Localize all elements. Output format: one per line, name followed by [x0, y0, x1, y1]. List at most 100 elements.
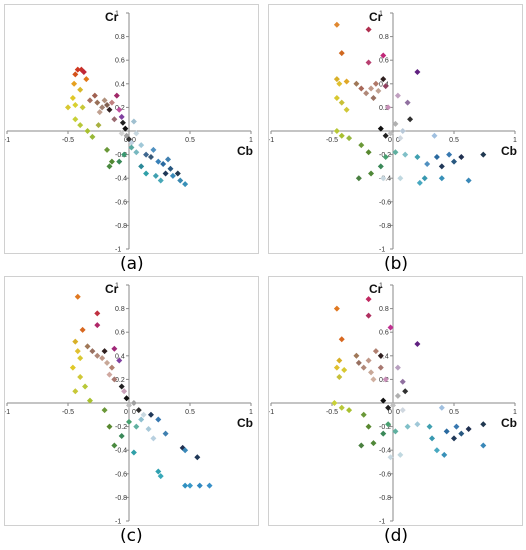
data-point [333, 305, 340, 312]
data-point [387, 324, 394, 331]
y-tick-label: 0.2 [115, 377, 125, 384]
data-point [86, 97, 93, 104]
y-tick-label: 0.8 [115, 34, 125, 41]
data-point [99, 104, 106, 111]
data-point [135, 407, 142, 414]
data-point [380, 76, 387, 83]
data-point [353, 80, 360, 87]
data-point [416, 179, 423, 186]
data-point [429, 435, 436, 442]
data-point [130, 400, 137, 406]
data-point [65, 104, 71, 111]
data-point [143, 170, 150, 177]
scatter-plot-b: -1-0.500.5110.80.60.40.20-0.2-0.4-0.6-0.… [269, 10, 517, 254]
data-point [77, 374, 84, 381]
data-point [433, 447, 440, 454]
data-point [358, 142, 365, 149]
y-tick-label: -1 [379, 247, 385, 254]
data-point [360, 411, 367, 418]
data-point [106, 423, 113, 430]
y-tick-label: -0.4 [115, 176, 127, 183]
data-point [397, 135, 404, 142]
y-tick-label: -0.6 [115, 199, 127, 206]
data-point [402, 151, 409, 158]
data-point [104, 102, 111, 109]
y-tick-label: 0 [396, 137, 400, 144]
x-tick-label: 0.5 [185, 409, 195, 416]
data-point [143, 151, 150, 158]
x-tick-label: 0 [388, 137, 392, 144]
data-point [392, 120, 399, 127]
data-point [77, 86, 84, 93]
x-tick-label: 0 [124, 137, 128, 144]
data-point [358, 85, 365, 92]
data-point [89, 348, 96, 355]
data-point [380, 175, 387, 182]
data-point [480, 442, 487, 449]
data-point [155, 468, 162, 475]
data-point [147, 411, 154, 418]
data-point [453, 423, 460, 430]
data-point [138, 416, 145, 423]
data-point [421, 175, 428, 182]
data-point [133, 423, 140, 430]
data-point [96, 109, 103, 116]
data-point [365, 423, 372, 430]
scatter-panel-b: -1-0.500.5110.80.60.40.20-0.2-0.4-0.6-0.… [268, 4, 523, 254]
data-point [338, 336, 345, 343]
y-tick-label: 0.4 [379, 353, 389, 360]
data-point [370, 440, 377, 447]
data-point [69, 94, 76, 101]
x-tick-label: -1 [269, 137, 274, 144]
panel-caption-a: (a) [120, 254, 144, 274]
panel-caption-b: (b) [384, 254, 409, 274]
data-point [83, 76, 90, 83]
data-point [355, 359, 362, 366]
data-point [206, 482, 213, 489]
data-point [458, 153, 465, 160]
y-tick-label: -1 [115, 247, 121, 254]
data-point [382, 132, 389, 139]
data-point [465, 177, 472, 184]
data-point [133, 130, 140, 137]
data-point [370, 376, 377, 383]
data-point [380, 430, 387, 437]
y-tick-label: 0.6 [379, 58, 389, 65]
data-point [380, 397, 387, 404]
y-tick-label: -0.2 [115, 424, 127, 431]
data-point [72, 338, 79, 345]
data-point [74, 293, 81, 300]
data-point [106, 163, 113, 170]
data-point [431, 132, 438, 139]
y-tick-label: 0.4 [115, 353, 125, 360]
y-tick-label: -1 [379, 519, 385, 526]
data-point [426, 423, 433, 430]
data-point [365, 357, 372, 364]
data-point [336, 357, 343, 364]
data-point [392, 428, 399, 435]
data-point [138, 142, 145, 149]
data-point [358, 442, 365, 449]
panel-caption-d: (d) [384, 526, 409, 546]
data-point [363, 90, 370, 97]
data-point [104, 359, 111, 366]
x-axis-title: Cb [237, 416, 253, 430]
y-tick-label: 0.8 [379, 306, 389, 313]
data-point [446, 151, 453, 158]
data-point [333, 94, 340, 101]
data-point [333, 364, 340, 371]
panel-caption-c: (c) [120, 526, 143, 546]
data-point [118, 433, 125, 440]
x-tick-label: 1 [249, 409, 253, 416]
data-point [333, 76, 340, 83]
y-tick-label: 0.4 [115, 81, 125, 88]
data-point [108, 364, 115, 371]
scatter-plot-a: -1-0.500.5110.80.60.40.20-0.2-0.4-0.6-0.… [5, 10, 253, 254]
data-point [116, 158, 123, 165]
data-point [138, 163, 145, 170]
data-point [390, 402, 396, 409]
x-tick-label: 0 [388, 409, 392, 416]
y-tick-label: 1 [115, 283, 119, 290]
data-point [387, 454, 394, 461]
data-point [394, 92, 401, 99]
